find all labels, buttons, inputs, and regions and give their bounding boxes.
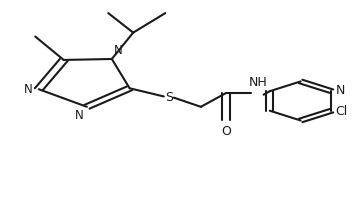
Text: N: N	[24, 83, 32, 96]
Text: N: N	[75, 109, 83, 122]
Text: NH: NH	[248, 76, 267, 89]
Text: S: S	[165, 90, 173, 104]
Text: N: N	[336, 84, 345, 97]
Text: Cl: Cl	[336, 105, 348, 118]
Text: N: N	[113, 44, 122, 57]
Text: O: O	[221, 125, 231, 138]
